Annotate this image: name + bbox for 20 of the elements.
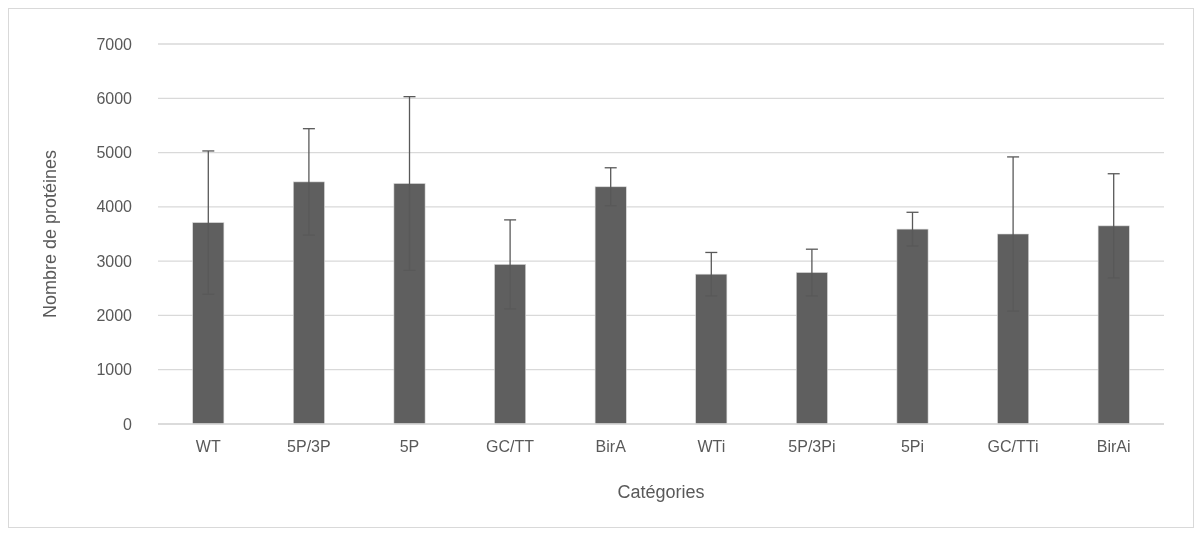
y-axis-title: Nombre de protéines bbox=[40, 149, 60, 319]
y-tick-label: 5000 bbox=[96, 144, 133, 162]
x-tick-label: 5P/3Pi bbox=[788, 438, 836, 455]
x-tick-label: 5P/3P bbox=[287, 438, 331, 455]
y-tick-label: 3000 bbox=[96, 252, 133, 270]
x-tick-label: WT bbox=[195, 438, 221, 455]
y-tick-label: 7000 bbox=[96, 35, 133, 53]
x-tick-label: BirA bbox=[595, 438, 627, 455]
y-tick-label: 1000 bbox=[96, 361, 133, 379]
x-tick-label: 5P bbox=[399, 438, 420, 455]
y-tick-label: 0 bbox=[123, 415, 133, 433]
x-tick-label: 5Pi bbox=[900, 438, 925, 455]
y-tick-label: 2000 bbox=[96, 307, 133, 325]
y-tick-label: 4000 bbox=[96, 198, 133, 216]
x-axis-title: Catégories bbox=[617, 482, 705, 502]
x-tick-label: GC/TT bbox=[486, 438, 535, 455]
x-tick-label: BirAi bbox=[1096, 438, 1131, 455]
y-tick-label: 6000 bbox=[96, 89, 133, 107]
x-tick-label: GC/TTi bbox=[987, 438, 1039, 455]
x-tick-label: WTi bbox=[697, 438, 726, 455]
